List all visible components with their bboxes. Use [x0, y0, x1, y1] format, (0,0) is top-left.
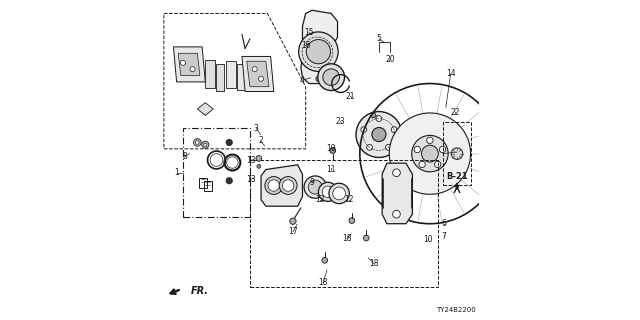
Polygon shape — [237, 64, 245, 90]
Circle shape — [282, 180, 294, 191]
Circle shape — [393, 210, 400, 218]
Text: 1: 1 — [174, 168, 179, 177]
Circle shape — [364, 235, 369, 241]
Circle shape — [227, 157, 238, 168]
Polygon shape — [301, 10, 337, 84]
Text: 2: 2 — [258, 136, 263, 145]
Circle shape — [451, 148, 463, 159]
Circle shape — [322, 258, 328, 263]
Circle shape — [385, 145, 391, 150]
Text: 10: 10 — [424, 235, 433, 244]
Text: 23: 23 — [336, 117, 346, 126]
Polygon shape — [382, 163, 412, 224]
Circle shape — [330, 148, 335, 153]
Text: 18: 18 — [342, 234, 352, 243]
Circle shape — [356, 112, 402, 157]
Text: 21: 21 — [346, 92, 355, 101]
Circle shape — [202, 141, 209, 148]
Text: 22: 22 — [451, 108, 460, 117]
Circle shape — [414, 146, 420, 153]
Text: B-21: B-21 — [446, 172, 468, 181]
Text: FR.: FR. — [191, 286, 209, 296]
Circle shape — [259, 76, 264, 81]
Circle shape — [210, 154, 223, 166]
Circle shape — [391, 127, 397, 132]
Circle shape — [268, 180, 280, 191]
Circle shape — [361, 127, 367, 132]
Circle shape — [304, 176, 326, 198]
Circle shape — [349, 218, 355, 223]
Text: 6: 6 — [442, 219, 447, 228]
Circle shape — [393, 169, 400, 177]
Text: 9: 9 — [310, 178, 314, 187]
Circle shape — [318, 64, 344, 91]
Circle shape — [371, 113, 376, 118]
Text: 4: 4 — [300, 76, 305, 85]
Polygon shape — [173, 47, 205, 82]
Text: 12: 12 — [316, 195, 324, 204]
Text: 13: 13 — [246, 175, 256, 184]
Text: 19: 19 — [326, 144, 336, 153]
Circle shape — [256, 156, 262, 161]
Circle shape — [427, 137, 433, 143]
Text: 16: 16 — [301, 41, 310, 50]
Circle shape — [195, 140, 199, 144]
Circle shape — [322, 186, 333, 197]
Circle shape — [333, 187, 346, 200]
Text: 3: 3 — [254, 124, 259, 132]
Circle shape — [204, 143, 207, 146]
Text: 18: 18 — [319, 278, 328, 287]
Circle shape — [376, 116, 382, 122]
Polygon shape — [246, 61, 269, 87]
Circle shape — [422, 145, 438, 162]
Circle shape — [257, 164, 260, 168]
Circle shape — [440, 146, 446, 153]
Circle shape — [308, 180, 322, 194]
Circle shape — [180, 60, 186, 65]
Circle shape — [265, 177, 283, 195]
Circle shape — [190, 67, 195, 72]
Circle shape — [193, 139, 201, 146]
Circle shape — [316, 76, 321, 81]
Circle shape — [319, 182, 337, 201]
Polygon shape — [216, 64, 225, 92]
Text: TY24B2200: TY24B2200 — [436, 307, 476, 313]
Circle shape — [307, 40, 330, 64]
Circle shape — [226, 139, 232, 146]
Text: 18: 18 — [369, 259, 379, 268]
Polygon shape — [226, 61, 236, 88]
Circle shape — [367, 145, 372, 150]
Polygon shape — [178, 53, 200, 76]
Circle shape — [329, 183, 349, 204]
Text: 8: 8 — [182, 152, 187, 161]
Circle shape — [435, 161, 441, 168]
Circle shape — [279, 177, 297, 195]
Text: 13: 13 — [246, 156, 256, 164]
Circle shape — [252, 67, 257, 72]
Polygon shape — [242, 56, 274, 92]
Circle shape — [226, 178, 232, 184]
Text: 12: 12 — [344, 195, 353, 204]
Text: 20: 20 — [385, 55, 395, 64]
Text: 17: 17 — [288, 227, 298, 236]
Circle shape — [372, 127, 386, 141]
Text: 5: 5 — [376, 35, 381, 44]
Circle shape — [419, 161, 425, 168]
Circle shape — [323, 69, 339, 85]
Circle shape — [389, 113, 470, 194]
Text: 14: 14 — [446, 69, 456, 78]
Text: 15: 15 — [304, 28, 314, 37]
Text: 11: 11 — [326, 165, 336, 174]
Polygon shape — [205, 60, 215, 88]
Circle shape — [290, 218, 296, 224]
Polygon shape — [261, 165, 303, 206]
Circle shape — [412, 135, 448, 172]
Polygon shape — [197, 103, 213, 116]
Circle shape — [299, 32, 338, 71]
Text: 7: 7 — [442, 232, 447, 241]
